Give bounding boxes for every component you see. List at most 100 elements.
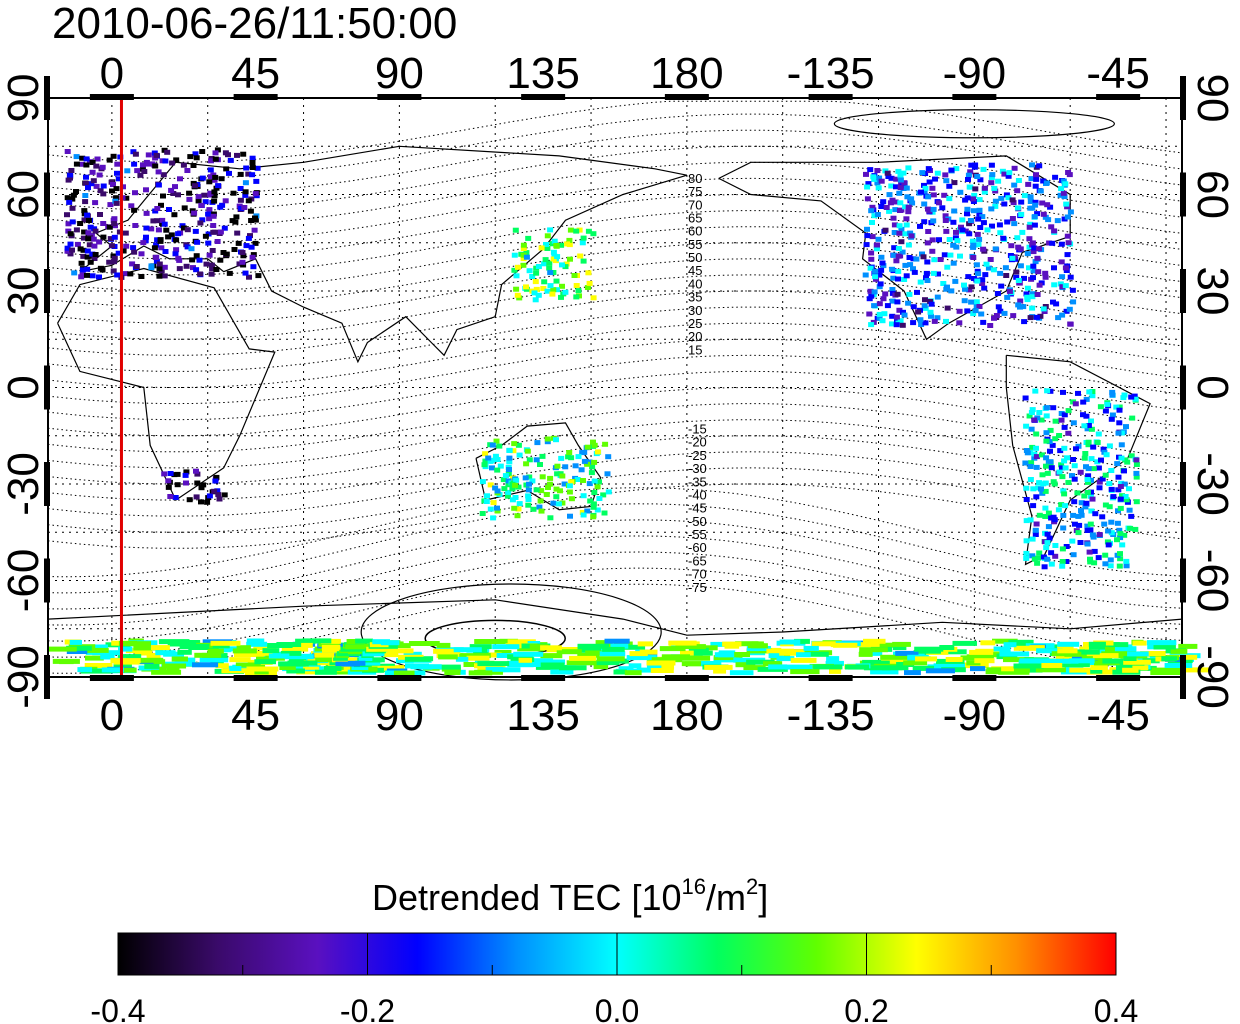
magnetic-contour xyxy=(47,551,1183,642)
tec-pixel xyxy=(506,447,513,453)
tec-pixel xyxy=(1060,178,1067,184)
tec-pixel xyxy=(276,642,302,647)
tec-pixel xyxy=(107,236,114,242)
tec-pixel xyxy=(1117,484,1124,489)
tec-pixel xyxy=(550,256,557,262)
tec-pixel xyxy=(547,475,554,481)
tec-pixel xyxy=(78,260,85,266)
left-frame-tick xyxy=(44,172,50,217)
contour-label: -40 xyxy=(688,487,707,502)
tec-pixel xyxy=(943,318,949,324)
bottom-frame-tick xyxy=(521,675,566,681)
tec-pixel xyxy=(234,152,240,158)
tec-pixel xyxy=(604,638,630,644)
tec-pixel xyxy=(953,166,960,172)
tec-pixel xyxy=(150,645,170,651)
tec-pixel xyxy=(1065,240,1072,246)
contour-label: 80 xyxy=(688,171,702,186)
tec-pixel xyxy=(468,670,493,676)
tec-pixel xyxy=(246,274,252,280)
tec-pixel xyxy=(64,212,70,218)
tec-pixel xyxy=(194,239,201,245)
tec-pixel xyxy=(114,161,121,167)
tec-pixel xyxy=(924,240,931,246)
tec-pixel xyxy=(1069,287,1076,293)
tec-pixel xyxy=(1062,283,1069,289)
tec-pixel xyxy=(482,458,489,464)
tec-pixel xyxy=(1017,298,1024,304)
tec-pixel xyxy=(93,183,100,189)
tec-pixel xyxy=(604,471,611,477)
tec-pixel xyxy=(239,259,246,265)
tec-pixel xyxy=(1031,417,1038,423)
tec-pixel xyxy=(1108,416,1115,422)
tec-pixel xyxy=(1019,658,1050,664)
tec-pixel xyxy=(1084,523,1091,529)
tec-pixel xyxy=(1001,201,1008,207)
tec-pixel xyxy=(902,231,909,237)
tec-pixel xyxy=(992,198,999,204)
tec-pixel xyxy=(915,309,922,315)
tec-pixel xyxy=(245,171,252,177)
tec-pixel xyxy=(123,195,130,201)
tec-pixel xyxy=(1009,197,1016,203)
tec-pixel xyxy=(594,449,601,455)
tec-pixel xyxy=(101,667,124,673)
tec-pixel xyxy=(198,499,204,505)
tec-pixel xyxy=(173,157,180,163)
tec-pixel xyxy=(581,458,588,464)
tec-pixel xyxy=(1045,510,1052,516)
tec-pixel xyxy=(1083,396,1090,402)
tec-pixel xyxy=(974,278,981,284)
tec-pixel xyxy=(922,320,929,326)
tec-pixel xyxy=(980,319,987,325)
tec-pixel xyxy=(1116,563,1123,569)
tec-pixel xyxy=(714,652,740,658)
tec-pixel xyxy=(590,514,597,520)
tec-pixel xyxy=(571,647,602,653)
top-frame-tick xyxy=(377,94,422,100)
tec-pixel xyxy=(926,208,933,214)
tec-pixel xyxy=(979,277,986,283)
tec-pixel xyxy=(566,237,573,243)
tec-pixel xyxy=(97,212,103,217)
tec-pixel xyxy=(668,640,697,646)
tec-pixel xyxy=(883,205,890,210)
tec-pixel xyxy=(129,261,136,267)
tec-pixel xyxy=(138,274,145,279)
tec-pixel xyxy=(977,177,984,183)
tec-pixel xyxy=(953,244,960,250)
tec-pixel xyxy=(494,508,501,514)
tec-pixel xyxy=(613,669,627,675)
tec-pixel xyxy=(487,482,494,488)
tec-pixel xyxy=(1123,424,1129,430)
tec-pixel xyxy=(554,471,561,477)
tec-pixel xyxy=(576,227,583,233)
north-polar-contour xyxy=(833,109,1115,139)
tec-pixel xyxy=(866,296,873,302)
tec-pixel xyxy=(889,287,896,292)
tec-pixel xyxy=(1060,525,1067,531)
tec-pixel xyxy=(881,665,909,671)
tec-pixel xyxy=(1047,427,1054,433)
tec-pixel xyxy=(904,670,921,676)
tec-pixel xyxy=(902,204,909,210)
tec-pixel xyxy=(1042,514,1049,519)
tec-pixel xyxy=(1030,268,1037,274)
tec-pixel xyxy=(970,311,977,317)
tec-pixel xyxy=(544,439,551,445)
tec-pixel xyxy=(881,311,888,317)
tec-pixel xyxy=(973,262,980,268)
tec-pixel xyxy=(242,180,249,186)
tec-pixel xyxy=(262,648,280,654)
tec-pixel xyxy=(1069,658,1095,664)
tec-pixel xyxy=(140,657,164,663)
tec-pixel xyxy=(1123,659,1151,665)
tec-pixel xyxy=(215,663,229,669)
tec-pixel xyxy=(89,169,96,175)
tec-pixel xyxy=(1022,395,1029,401)
magnetic-contour xyxy=(47,258,1183,324)
bottom-frame-tick xyxy=(664,675,709,681)
tec-pixel xyxy=(211,177,218,183)
tec-pixel xyxy=(965,274,972,280)
